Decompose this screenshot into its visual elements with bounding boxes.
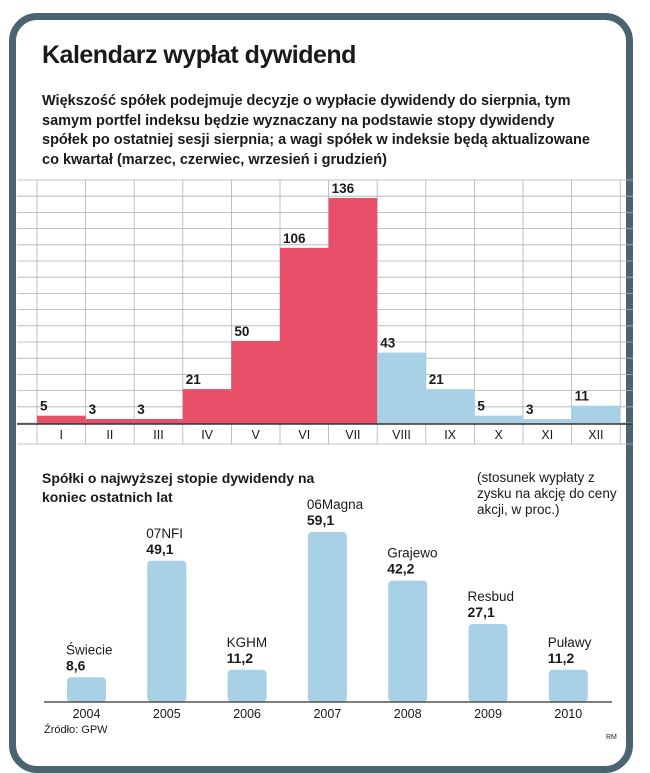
month-tick-label: IV: [201, 428, 213, 442]
bar: [37, 415, 86, 424]
company-label: Resbud: [468, 589, 515, 604]
bar: [377, 352, 426, 424]
bar-value-label: 106: [283, 231, 306, 246]
bar-value-label: 50: [234, 324, 249, 339]
month-tick-label: XII: [588, 428, 603, 442]
month-tick-label: IX: [444, 428, 456, 442]
bar: [468, 624, 508, 702]
bar-value-label: 27,1: [468, 604, 495, 620]
bar: [548, 669, 588, 702]
bar: [425, 389, 475, 424]
company-label: KGHM: [227, 635, 268, 650]
year-tick-label: 2010: [554, 707, 582, 721]
bar-value-label: 42,2: [387, 561, 414, 577]
monthly-dividend-chart: 5I3II3III21IV50V106VI136VII43VIII21IX5X3…: [17, 179, 633, 721]
bar: [67, 677, 106, 702]
bar: [85, 419, 135, 424]
bar-value-label: 59,1: [307, 512, 334, 528]
bar-value-label: 21: [186, 372, 202, 387]
bar: [571, 405, 621, 424]
bar: [147, 560, 187, 702]
company-label: 07NFI: [146, 526, 183, 541]
company-label: 06Magna: [307, 497, 364, 512]
bar-value-label: 43: [380, 336, 396, 351]
bar-value-label: 3: [526, 402, 534, 417]
bar-value-label: 3: [137, 402, 145, 417]
month-tick-label: III: [153, 428, 163, 442]
bar: [523, 419, 572, 424]
bar: [182, 389, 232, 424]
month-tick-label: VI: [298, 428, 310, 442]
company-label: Grajewo: [387, 546, 437, 561]
month-tick-label: II: [106, 428, 113, 442]
bar-value-label: 5: [477, 399, 485, 414]
year-tick-label: 2009: [474, 707, 502, 721]
year-tick-label: 2004: [73, 707, 101, 721]
month-tick-label: X: [495, 428, 504, 442]
company-label: Puławy: [548, 635, 592, 650]
year-tick-label: 2008: [394, 707, 422, 721]
year-tick-label: 2005: [153, 707, 181, 721]
bar-value-label: 11,2: [227, 650, 254, 666]
bar-value-label: 21: [429, 372, 445, 387]
year-tick-label: 2006: [233, 707, 261, 721]
bar: [227, 669, 267, 702]
bar-value-label: 136: [332, 181, 355, 196]
year-tick-label: 2007: [313, 707, 341, 721]
bar: [134, 419, 183, 424]
page-subtitle: Większość spółek podejmuje decyzje o wyp…: [42, 93, 590, 168]
bar: [474, 415, 523, 424]
company-label: Świecie: [66, 642, 113, 657]
bar-value-label: 11,2: [548, 650, 575, 666]
month-tick-label: XI: [541, 428, 553, 442]
source-note: Źródło: GPW: [44, 724, 108, 736]
bar-value-label: 11: [575, 389, 590, 404]
bottom-chart-note: (stosunek wypłaty z zysku na akcję do ce…: [477, 470, 617, 517]
bar-value-label: 49,1: [146, 541, 173, 557]
bar-value-label: 5: [40, 399, 48, 414]
bottom-chart-heading: Spółki o najwyższej stopie dywidendy na …: [42, 470, 315, 505]
bar: [280, 247, 329, 424]
bar: [328, 198, 378, 424]
bar: [307, 532, 347, 702]
month-tick-label: V: [252, 428, 261, 442]
bar-value-label: 3: [89, 402, 97, 417]
month-tick-label: VIII: [392, 428, 411, 442]
page-title: Kalendarz wypłat dywidend: [42, 41, 356, 69]
author-credit: RM: [606, 734, 617, 741]
month-tick-label: VII: [345, 428, 360, 442]
bar-value-label: 8,6: [66, 657, 86, 673]
bar: [231, 340, 280, 424]
month-tick-label: I: [60, 428, 63, 442]
bar: [388, 580, 428, 702]
